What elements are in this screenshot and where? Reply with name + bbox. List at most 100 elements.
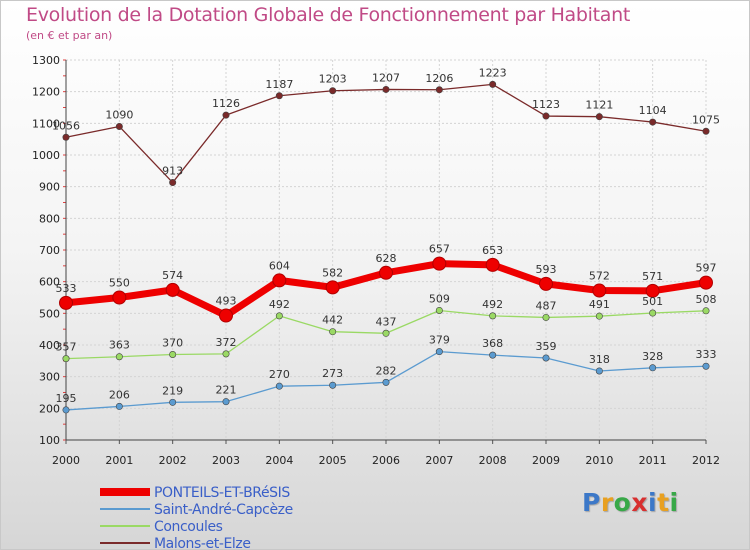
x-tick-label: 2003 (212, 454, 240, 467)
data-point (329, 328, 337, 336)
data-label: 195 (56, 392, 77, 405)
logo-letter: i (648, 488, 658, 517)
y-tick-label: 500 (39, 307, 60, 320)
data-label: 368 (482, 337, 503, 350)
data-label: 593 (536, 263, 557, 276)
data-point (595, 367, 603, 375)
chart-subtitle: (en € et par an) (26, 29, 113, 42)
axes: 1002003004005006007008009001000110012001… (32, 54, 720, 467)
y-tick-label: 800 (39, 212, 60, 225)
y-tick-label: 300 (39, 371, 60, 384)
data-label: 318 (589, 353, 610, 366)
data-label: 1203 (319, 73, 347, 86)
data-point (165, 282, 180, 297)
x-tick-label: 2004 (265, 454, 293, 467)
data-point (222, 398, 230, 406)
data-label: 487 (536, 299, 557, 312)
data-point (222, 350, 230, 358)
data-point (435, 306, 443, 314)
data-label: 372 (216, 336, 237, 349)
data-point (645, 283, 660, 298)
logo-letter: P (582, 488, 601, 517)
data-point (702, 307, 710, 315)
x-tick-label: 2008 (479, 454, 507, 467)
data-label: 582 (322, 266, 343, 279)
data-label: 509 (429, 292, 450, 305)
data-label: 492 (269, 298, 290, 311)
data-point (272, 273, 287, 288)
data-point (329, 87, 337, 95)
legend-label: Saint-André-Capcèze (154, 502, 293, 518)
data-point (275, 312, 283, 320)
y-tick-label: 700 (39, 244, 60, 257)
x-tick-label: 2012 (692, 454, 720, 467)
data-label: 550 (109, 277, 130, 290)
data-point (275, 92, 283, 100)
data-point (382, 329, 390, 337)
data-label: 1121 (585, 99, 613, 112)
data-label: 1123 (532, 98, 560, 111)
chart-title: Evolution de la Dotation Globale de Fonc… (26, 4, 631, 26)
data-label: 1104 (639, 104, 667, 117)
data-label: 1223 (479, 66, 507, 79)
data-label: 219 (162, 384, 183, 397)
data-label: 273 (322, 367, 343, 380)
data-point (382, 378, 390, 386)
data-point (382, 85, 390, 93)
data-label: 571 (642, 270, 663, 283)
data-point (169, 398, 177, 406)
y-tick-label: 400 (39, 339, 60, 352)
data-label: 1206 (425, 72, 453, 85)
legend: PONTEILS-ET-BRéSISSaint-André-CapcèzeCon… (100, 485, 293, 550)
legend-label: PONTEILS-ET-BRéSIS (154, 485, 290, 501)
data-label: 437 (376, 315, 397, 328)
x-tick-label: 2000 (52, 454, 80, 467)
data-label: 1075 (692, 113, 720, 126)
data-label: 493 (216, 295, 237, 308)
data-label: 1187 (265, 78, 293, 91)
data-point (115, 123, 123, 131)
x-tick-label: 2007 (425, 454, 453, 467)
x-tick-label: 2002 (159, 454, 187, 467)
data-point (62, 133, 70, 141)
data-label: 657 (429, 243, 450, 256)
data-label: 628 (376, 252, 397, 265)
y-tick-label: 100 (39, 434, 60, 447)
logo-letter: x (631, 488, 648, 517)
data-point (329, 381, 337, 389)
logo-letter: i (669, 488, 679, 517)
data-point (275, 382, 283, 390)
data-point (219, 308, 233, 323)
data-label: 370 (162, 337, 183, 350)
data-point (649, 118, 657, 126)
y-tick-label: 1100 (32, 117, 60, 130)
data-point (435, 348, 443, 356)
data-label: 1056 (52, 119, 80, 132)
data-label: 379 (429, 334, 450, 347)
data-point (115, 353, 123, 361)
data-point (489, 312, 497, 320)
x-tick-label: 2009 (532, 454, 560, 467)
logo-letter: r (600, 488, 614, 517)
data-label: 333 (696, 348, 717, 361)
data-point (485, 257, 500, 272)
legend-label: Concoules (154, 519, 223, 535)
data-labels: 1056 1090 913 1126 1187 1203 1207 1206 1223 1123 1… (52, 66, 720, 405)
data-point (62, 355, 70, 363)
logo-letter: t (657, 488, 670, 517)
data-label: 442 (322, 314, 343, 327)
data-point (62, 406, 70, 414)
data-point (595, 113, 603, 121)
data-point (379, 265, 393, 280)
data-point (489, 351, 497, 359)
data-label: 913 (162, 165, 183, 178)
data-point (169, 179, 177, 187)
data-point (595, 312, 603, 320)
x-tick-label: 2001 (105, 454, 133, 467)
data-label: 1126 (212, 97, 240, 110)
data-label: 328 (642, 350, 663, 363)
data-label: 572 (589, 270, 610, 283)
data-label: 501 (642, 295, 663, 308)
data-point (432, 256, 447, 271)
